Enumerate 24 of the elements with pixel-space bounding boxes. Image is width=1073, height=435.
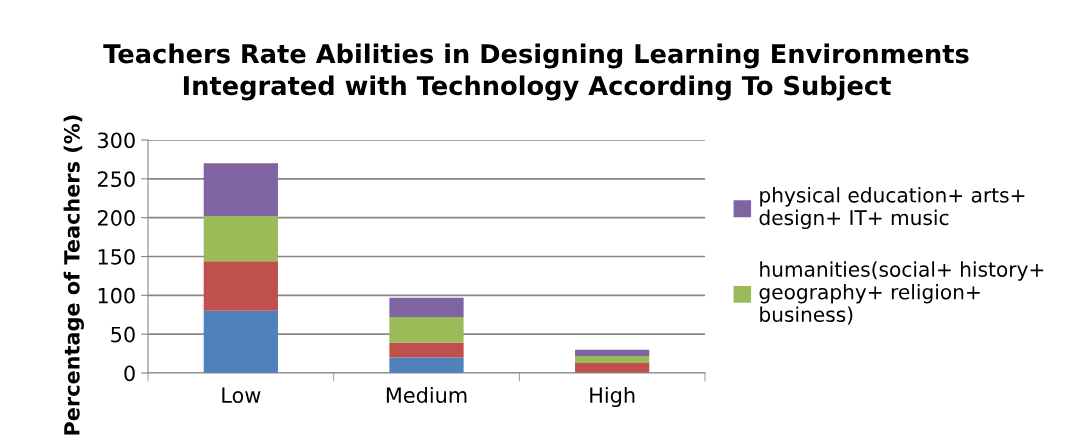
x-tick-label: Medium bbox=[386, 386, 467, 404]
bar bbox=[203, 216, 278, 262]
y-tick-label: 150 bbox=[98, 248, 135, 265]
chart-title: Teachers Rate Abilities in Designing Learning Environments Integrated with Technology According To Subject bbox=[103, 43, 969, 101]
y-axis-title: Percentage of Teachers (%) bbox=[63, 115, 84, 435]
y-tick-label: 0 bbox=[124, 365, 135, 382]
y-tick-label: 250 bbox=[97, 171, 135, 188]
y-tick-label: 100 bbox=[98, 287, 135, 304]
x-tick-label: Low bbox=[222, 387, 261, 404]
bar bbox=[389, 342, 464, 358]
bar bbox=[575, 355, 650, 363]
bar bbox=[203, 310, 278, 373]
bar bbox=[203, 163, 278, 217]
bar bbox=[389, 297, 464, 318]
x-tick-label: High bbox=[590, 386, 635, 408]
bar bbox=[389, 357, 464, 373]
bar bbox=[575, 349, 650, 356]
bar bbox=[203, 261, 278, 311]
bar bbox=[389, 317, 464, 343]
y-tick-label: 300 bbox=[98, 132, 135, 149]
y-tick-label: 50 bbox=[111, 326, 135, 343]
legend-label: humanities(social+ history+ geography+ religion+ business) bbox=[759, 261, 1044, 325]
legend-label: physical education+ arts+ design+ IT+ music bbox=[759, 187, 1025, 230]
y-tick-label: 200 bbox=[97, 210, 135, 226]
